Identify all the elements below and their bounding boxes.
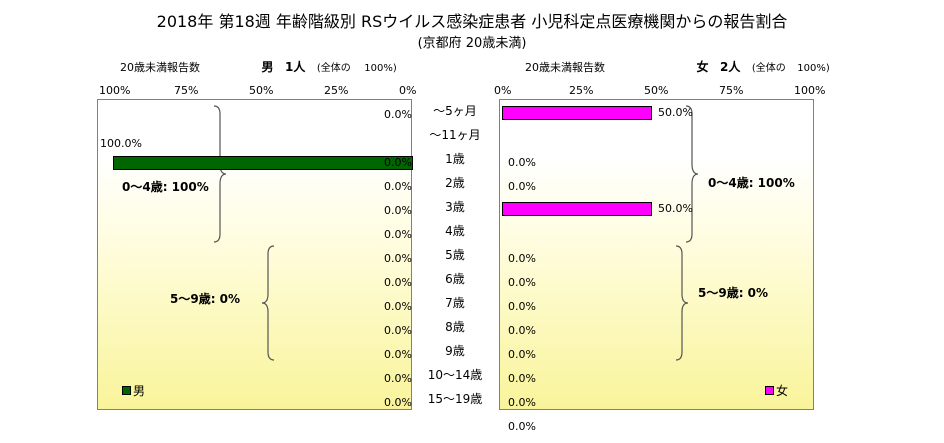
female-axis-tick: 0% — [494, 84, 512, 97]
female-report-label: 20歳未満報告数 — [525, 61, 605, 74]
male-name: 男 — [261, 60, 274, 74]
male-value-label: 100.0% — [100, 137, 142, 150]
category-label: 7歳 — [445, 296, 465, 310]
female-value-label: 0.0% — [508, 276, 536, 289]
male-axis-tick: 0% — [399, 84, 417, 97]
female-count: 2人 — [720, 60, 741, 74]
male-axis-tick: 100% — [99, 84, 131, 97]
male-legend: 男 — [122, 382, 145, 399]
male-report-label: 20歳未満報告数 — [120, 61, 200, 74]
female-value-label: 50.0% — [658, 106, 693, 119]
female-group-0-4-label: 0～4歳: 100% — [708, 176, 795, 190]
female-value-label: 0.0% — [508, 372, 536, 385]
female-value-label: 0.0% — [508, 396, 536, 409]
category-label: 15～19歳 — [427, 392, 483, 406]
category-label: 10～14歳 — [427, 368, 483, 382]
female-value-label: 0.0% — [508, 324, 536, 337]
female-axis-tick: 100% — [794, 84, 826, 97]
category-label: 1歳 — [445, 152, 465, 166]
female-value-label: 0.0% — [508, 156, 536, 169]
female-plot-area — [499, 99, 814, 410]
male-legend-swatch — [122, 386, 131, 395]
female-value-label: 0.0% — [508, 300, 536, 313]
female-value-label: 0.0% — [508, 420, 536, 433]
male-value-label: 0.0% — [384, 228, 412, 241]
female-value-label: 0.0% — [508, 252, 536, 265]
female-value-label: 0.0% — [508, 180, 536, 193]
female-bar — [502, 202, 652, 216]
category-label: 5歳 — [445, 248, 465, 262]
male-value-label: 0.0% — [384, 252, 412, 265]
female-header: 20歳未満報告数 女 2人 (全体の 100%) — [525, 58, 830, 75]
male-brace-5-9 — [261, 245, 275, 361]
male-value-label: 0.0% — [384, 300, 412, 313]
male-brace-0-4 — [213, 105, 227, 243]
category-label: 9歳 — [445, 344, 465, 358]
chart-title: 2018年 第18週 年齢階級別 RSウイルス感染症患者 小児科定点医療機関から… — [156, 12, 788, 31]
female-value-label: 50.0% — [658, 202, 693, 215]
female-legend-label: 女 — [776, 384, 789, 398]
male-axis-tick: 25% — [324, 84, 349, 97]
female-bar — [502, 106, 652, 120]
female-brace-0-4 — [685, 105, 699, 243]
male-group-5-9-label: 5～9歳: 0% — [170, 292, 241, 306]
category-label: 3歳 — [445, 200, 465, 214]
female-pct: 100%) — [797, 63, 830, 74]
category-label: 8歳 — [445, 320, 465, 334]
male-value-label: 0.0% — [384, 348, 412, 361]
male-value-label: 0.0% — [384, 396, 412, 409]
male-legend-label: 男 — [133, 384, 146, 398]
male-count: 1人 — [285, 60, 306, 74]
female-brace-5-9 — [675, 245, 689, 361]
category-label: 4歳 — [445, 224, 465, 238]
female-note: (全体の — [751, 63, 786, 74]
male-axis-tick: 75% — [174, 84, 199, 97]
female-axis-tick: 50% — [644, 84, 669, 97]
male-value-label: 0.0% — [384, 324, 412, 337]
male-value-label: 0.0% — [384, 108, 412, 121]
male-value-label: 0.0% — [384, 180, 412, 193]
female-axis-tick: 25% — [569, 84, 594, 97]
male-value-label: 0.0% — [384, 156, 412, 169]
male-value-label: 0.0% — [384, 276, 412, 289]
female-group-5-9-label: 5～9歳: 0% — [698, 286, 769, 300]
male-plot-area — [97, 99, 412, 410]
male-header: 20歳未満報告数 男 1人 (全体の 100%) — [120, 58, 397, 75]
category-label: 6歳 — [445, 272, 465, 286]
male-value-label: 0.0% — [384, 204, 412, 217]
category-label: ～5ヶ月 — [433, 104, 477, 118]
male-note: (全体の — [316, 63, 351, 74]
male-axis-tick: 50% — [249, 84, 274, 97]
female-value-label: 0.0% — [508, 348, 536, 361]
male-value-label: 0.0% — [384, 372, 412, 385]
female-legend-swatch — [765, 386, 774, 395]
category-label: ～11ヶ月 — [429, 128, 481, 142]
male-bar — [113, 156, 413, 170]
female-legend: 女 — [765, 382, 788, 399]
female-name: 女 — [696, 60, 709, 74]
female-axis-tick: 75% — [719, 84, 744, 97]
male-pct: 100%) — [364, 63, 397, 74]
male-group-0-4-label: 0～4歳: 100% — [122, 180, 209, 194]
chart-subtitle: (京都府 20歳未満) — [417, 36, 527, 51]
category-label: 2歳 — [445, 176, 465, 190]
